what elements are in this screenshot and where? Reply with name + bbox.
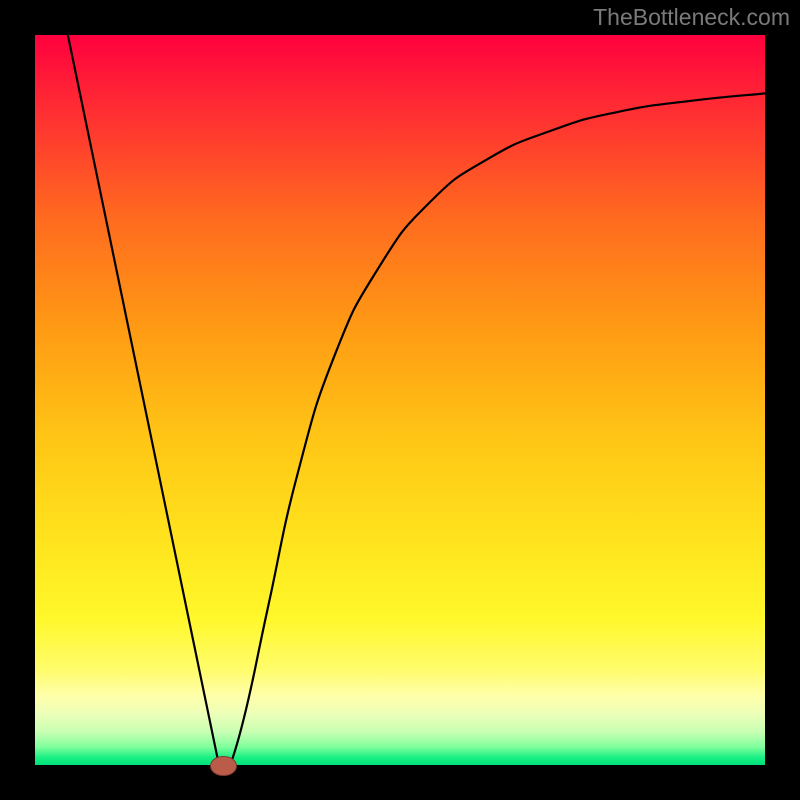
minimum-marker — [210, 756, 236, 776]
curve-path — [68, 35, 765, 765]
watermark-text: TheBottleneck.com — [593, 4, 790, 31]
plot-area — [35, 35, 765, 765]
bottleneck-curve — [35, 35, 765, 765]
chart-stage: TheBottleneck.com — [0, 0, 800, 800]
